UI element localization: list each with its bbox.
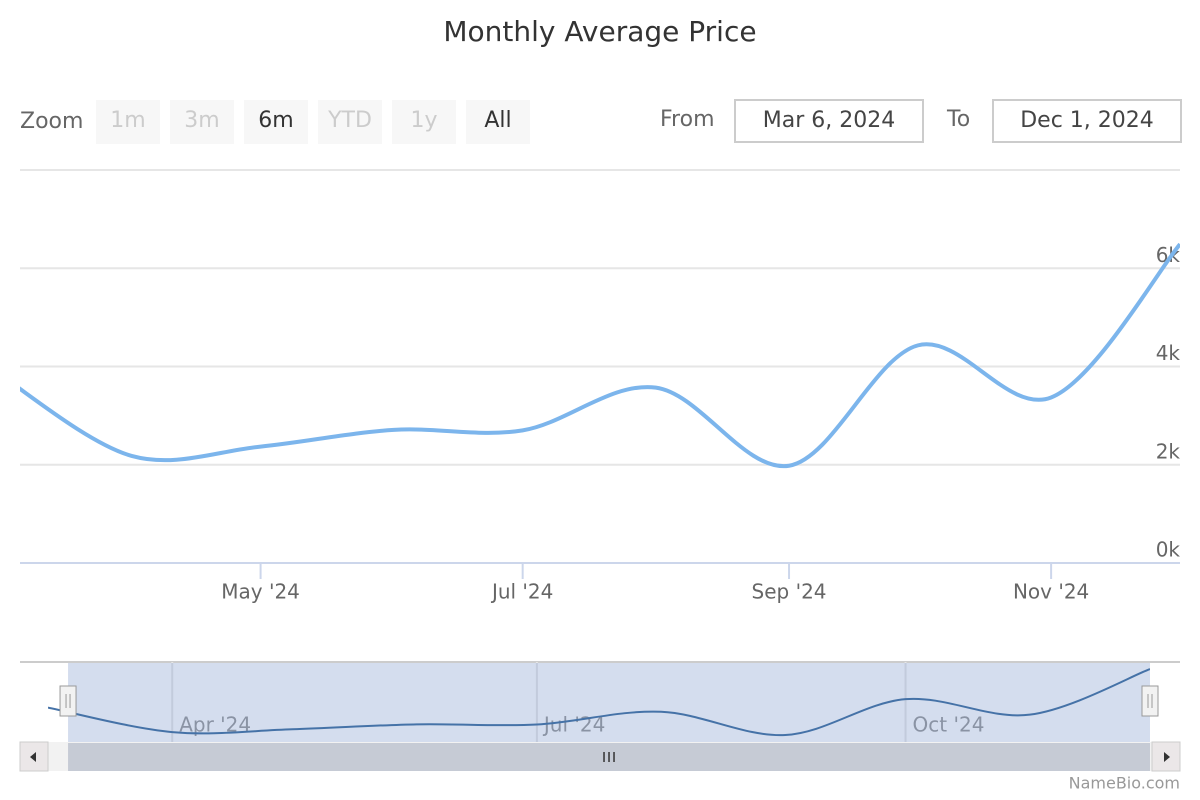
zoom-button[interactable] — [392, 100, 456, 144]
zoom-button-label: 1y — [410, 108, 437, 133]
navigator-line — [48, 668, 1150, 737]
zoom-button[interactable] — [466, 100, 530, 144]
x-tick-label: May '24 — [221, 580, 300, 604]
zoom-button[interactable] — [170, 100, 234, 144]
zoom-button-label: 3m — [184, 108, 219, 133]
scroll-right-arrow — [1164, 752, 1170, 762]
navigator-handle[interactable] — [59, 685, 77, 717]
x-tick-label: Sep '24 — [752, 580, 827, 604]
x-tick-label: Jul '24 — [490, 580, 553, 604]
navigator-mask — [68, 663, 1150, 742]
handle-grip — [65, 694, 71, 708]
from-input[interactable] — [734, 99, 924, 143]
scroll-left-arrow — [30, 752, 36, 762]
y-tick-label: 0k — [1156, 538, 1181, 562]
navigator-handle[interactable] — [1141, 685, 1159, 717]
x-tick-label: Nov '24 — [1013, 580, 1089, 604]
navigator-tick-label: Oct '24 — [913, 713, 985, 737]
zoom-button-label: YTD — [327, 108, 372, 133]
scrollbar-grip — [603, 752, 615, 762]
zoom-button-label: 1m — [110, 108, 145, 133]
to-value: Dec 1, 2024 — [1020, 108, 1154, 133]
handle-grip — [1147, 694, 1153, 708]
from-value: Mar 6, 2024 — [763, 108, 895, 133]
zoom-button[interactable] — [96, 100, 160, 144]
zoom-button-label: All — [484, 108, 511, 133]
zoom-button-label: 6m — [258, 108, 293, 133]
y-tick-label: 4k — [1156, 341, 1181, 365]
to-label: To — [946, 107, 970, 132]
y-tick-label: 2k — [1156, 439, 1181, 463]
zoom-button[interactable] — [244, 100, 308, 144]
zoom-button[interactable] — [318, 100, 382, 144]
to-input[interactable] — [992, 99, 1182, 143]
credit[interactable]: NameBio.com — [1069, 774, 1180, 793]
price-line — [20, 242, 1180, 468]
zoom-label: Zoom — [20, 109, 83, 134]
chart-title: Monthly Average Price — [443, 15, 756, 48]
from-label: From — [660, 107, 715, 132]
